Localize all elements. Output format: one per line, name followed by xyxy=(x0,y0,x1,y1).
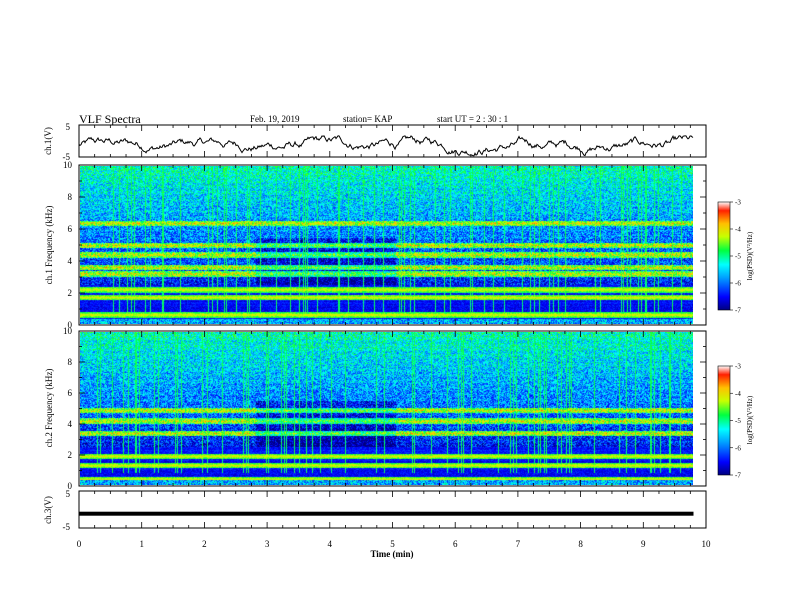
colorbar-tick-label: -6 xyxy=(735,280,741,288)
colorbar-tick-label: -3 xyxy=(735,199,741,207)
ch3-voltage-panel: 5 -5 ch.3(V) xyxy=(43,489,707,532)
colorbar-tick-label: -7 xyxy=(735,472,741,480)
ch1-frequency-tick-labels: 0 2 4 6 8 10 xyxy=(63,160,73,330)
ch1-voltage-ylabel: ch.1(V) xyxy=(43,127,53,155)
time-tick-label: 10 xyxy=(702,539,712,549)
frequency-tick-label: 10 xyxy=(63,326,73,336)
frequency-tick-label: 0 xyxy=(68,481,73,491)
time-tick-label: 9 xyxy=(641,539,646,549)
ch3-ytick-bottom: -5 xyxy=(63,522,71,532)
time-tick-label: 4 xyxy=(328,539,333,549)
time-tick-label: 5 xyxy=(390,539,395,549)
ch2-frequency-ylabel: ch.2 Frequency (kHz) xyxy=(44,369,54,448)
frequency-tick-label: 6 xyxy=(68,224,73,234)
ch1-colorbar-label: log(PSD)(V²/Hz) xyxy=(746,231,754,280)
time-tick-label: 8 xyxy=(578,539,583,549)
frequency-tick-label: 8 xyxy=(68,357,73,367)
ch2-spectrogram-ticks xyxy=(78,330,707,487)
colorbar-tick-label: -5 xyxy=(735,417,741,425)
colorbar-tick-label: -3 xyxy=(735,363,741,371)
start-time-label: start UT = 2 : 30 : 1 xyxy=(437,114,509,124)
spectrogram-image xyxy=(80,332,693,485)
time-tick-label: 1 xyxy=(139,539,144,549)
colorbar-tick-label: -5 xyxy=(735,253,741,261)
frequency-tick-label: 0 xyxy=(68,320,73,330)
ch1-spectrogram-ticks xyxy=(78,164,707,326)
ch1-channel-label: ch.1 Frequency (kHz) xyxy=(44,206,54,285)
ch3-ytick-top: 5 xyxy=(66,489,71,499)
ch2-colorbar-gradient xyxy=(717,365,731,476)
ch2-colorbar-ticks: -3 -4 -5 -6 -7 xyxy=(730,363,741,480)
ch1-colorbar-gradient xyxy=(717,201,731,311)
time-axis-label: Time (min) xyxy=(370,549,413,559)
time-tick-label: 7 xyxy=(516,539,521,549)
ch2-colorbar: -3 -4 -5 -6 -7 log(PSD)(V²/Hz) xyxy=(717,363,754,480)
ch1-spectrogram-panel: 0 2 4 6 8 10 ch.1 Frequency (kHz) xyxy=(44,160,707,330)
time-axis-tick-labels: 0 1 2 3 4 5 6 7 8 9 10 xyxy=(77,539,711,549)
time-tick-label: 2 xyxy=(202,539,207,549)
ch1-voltage-trace xyxy=(78,134,694,157)
station-label: station= KAP xyxy=(343,114,393,124)
ch1-spectrogram-heatmap xyxy=(80,166,693,324)
frequency-tick-label: 2 xyxy=(68,450,73,460)
frequency-tick-label: 6 xyxy=(68,388,73,398)
ch1-voltage-ticks xyxy=(78,125,707,157)
colorbar-tick-label: -4 xyxy=(735,390,741,398)
ch1-colorbar: -3 -4 -5 -6 -7 log(PSD)(V²/Hz) xyxy=(717,199,754,315)
ch2-channel-label: ch.2 Frequency (kHz) xyxy=(44,369,54,448)
ch1-frequency-ylabel: ch.1 Frequency (kHz) xyxy=(44,206,54,285)
ch2-spectrogram-panel: 0 2 4 6 8 10 ch.2 Frequency (kHz) xyxy=(44,326,707,491)
figure-title: VLF Spectra xyxy=(79,112,141,126)
ch3-voltage-ylabel: ch.3(V) xyxy=(43,496,53,524)
frequency-tick-label: 4 xyxy=(68,256,73,266)
time-tick-label: 3 xyxy=(265,539,270,549)
ch1-voltage-panel: 5 -5 ch.1(V) xyxy=(43,122,707,162)
ch1-colorbar-ticks: -3 -4 -5 -6 -7 xyxy=(730,199,741,315)
ch1-ytick-top: 5 xyxy=(66,122,71,132)
ch1-ytick-bottom: -5 xyxy=(63,152,71,162)
date-label: Feb. 19, 2019 xyxy=(250,114,300,124)
colorbar-tick-label: -7 xyxy=(735,307,741,315)
colorbar-tick-label: -4 xyxy=(735,226,741,234)
frequency-tick-label: 8 xyxy=(68,192,73,202)
frequency-tick-label: 10 xyxy=(63,160,73,170)
time-tick-label: 6 xyxy=(453,539,458,549)
colorbar-tick-label: -6 xyxy=(735,444,741,452)
frequency-tick-label: 2 xyxy=(68,288,73,298)
ch2-colorbar-label: log(PSD)(V²/Hz) xyxy=(746,395,754,444)
time-tick-label: 0 xyxy=(77,539,82,549)
frequency-tick-label: 4 xyxy=(68,419,73,429)
ch3-voltage-trace xyxy=(79,511,694,516)
spectrogram-image xyxy=(80,166,693,324)
ch3-voltage-ticks xyxy=(78,491,707,528)
ch2-frequency-tick-labels: 0 2 4 6 8 10 xyxy=(63,326,73,491)
ch2-spectrogram-heatmap xyxy=(80,332,693,485)
